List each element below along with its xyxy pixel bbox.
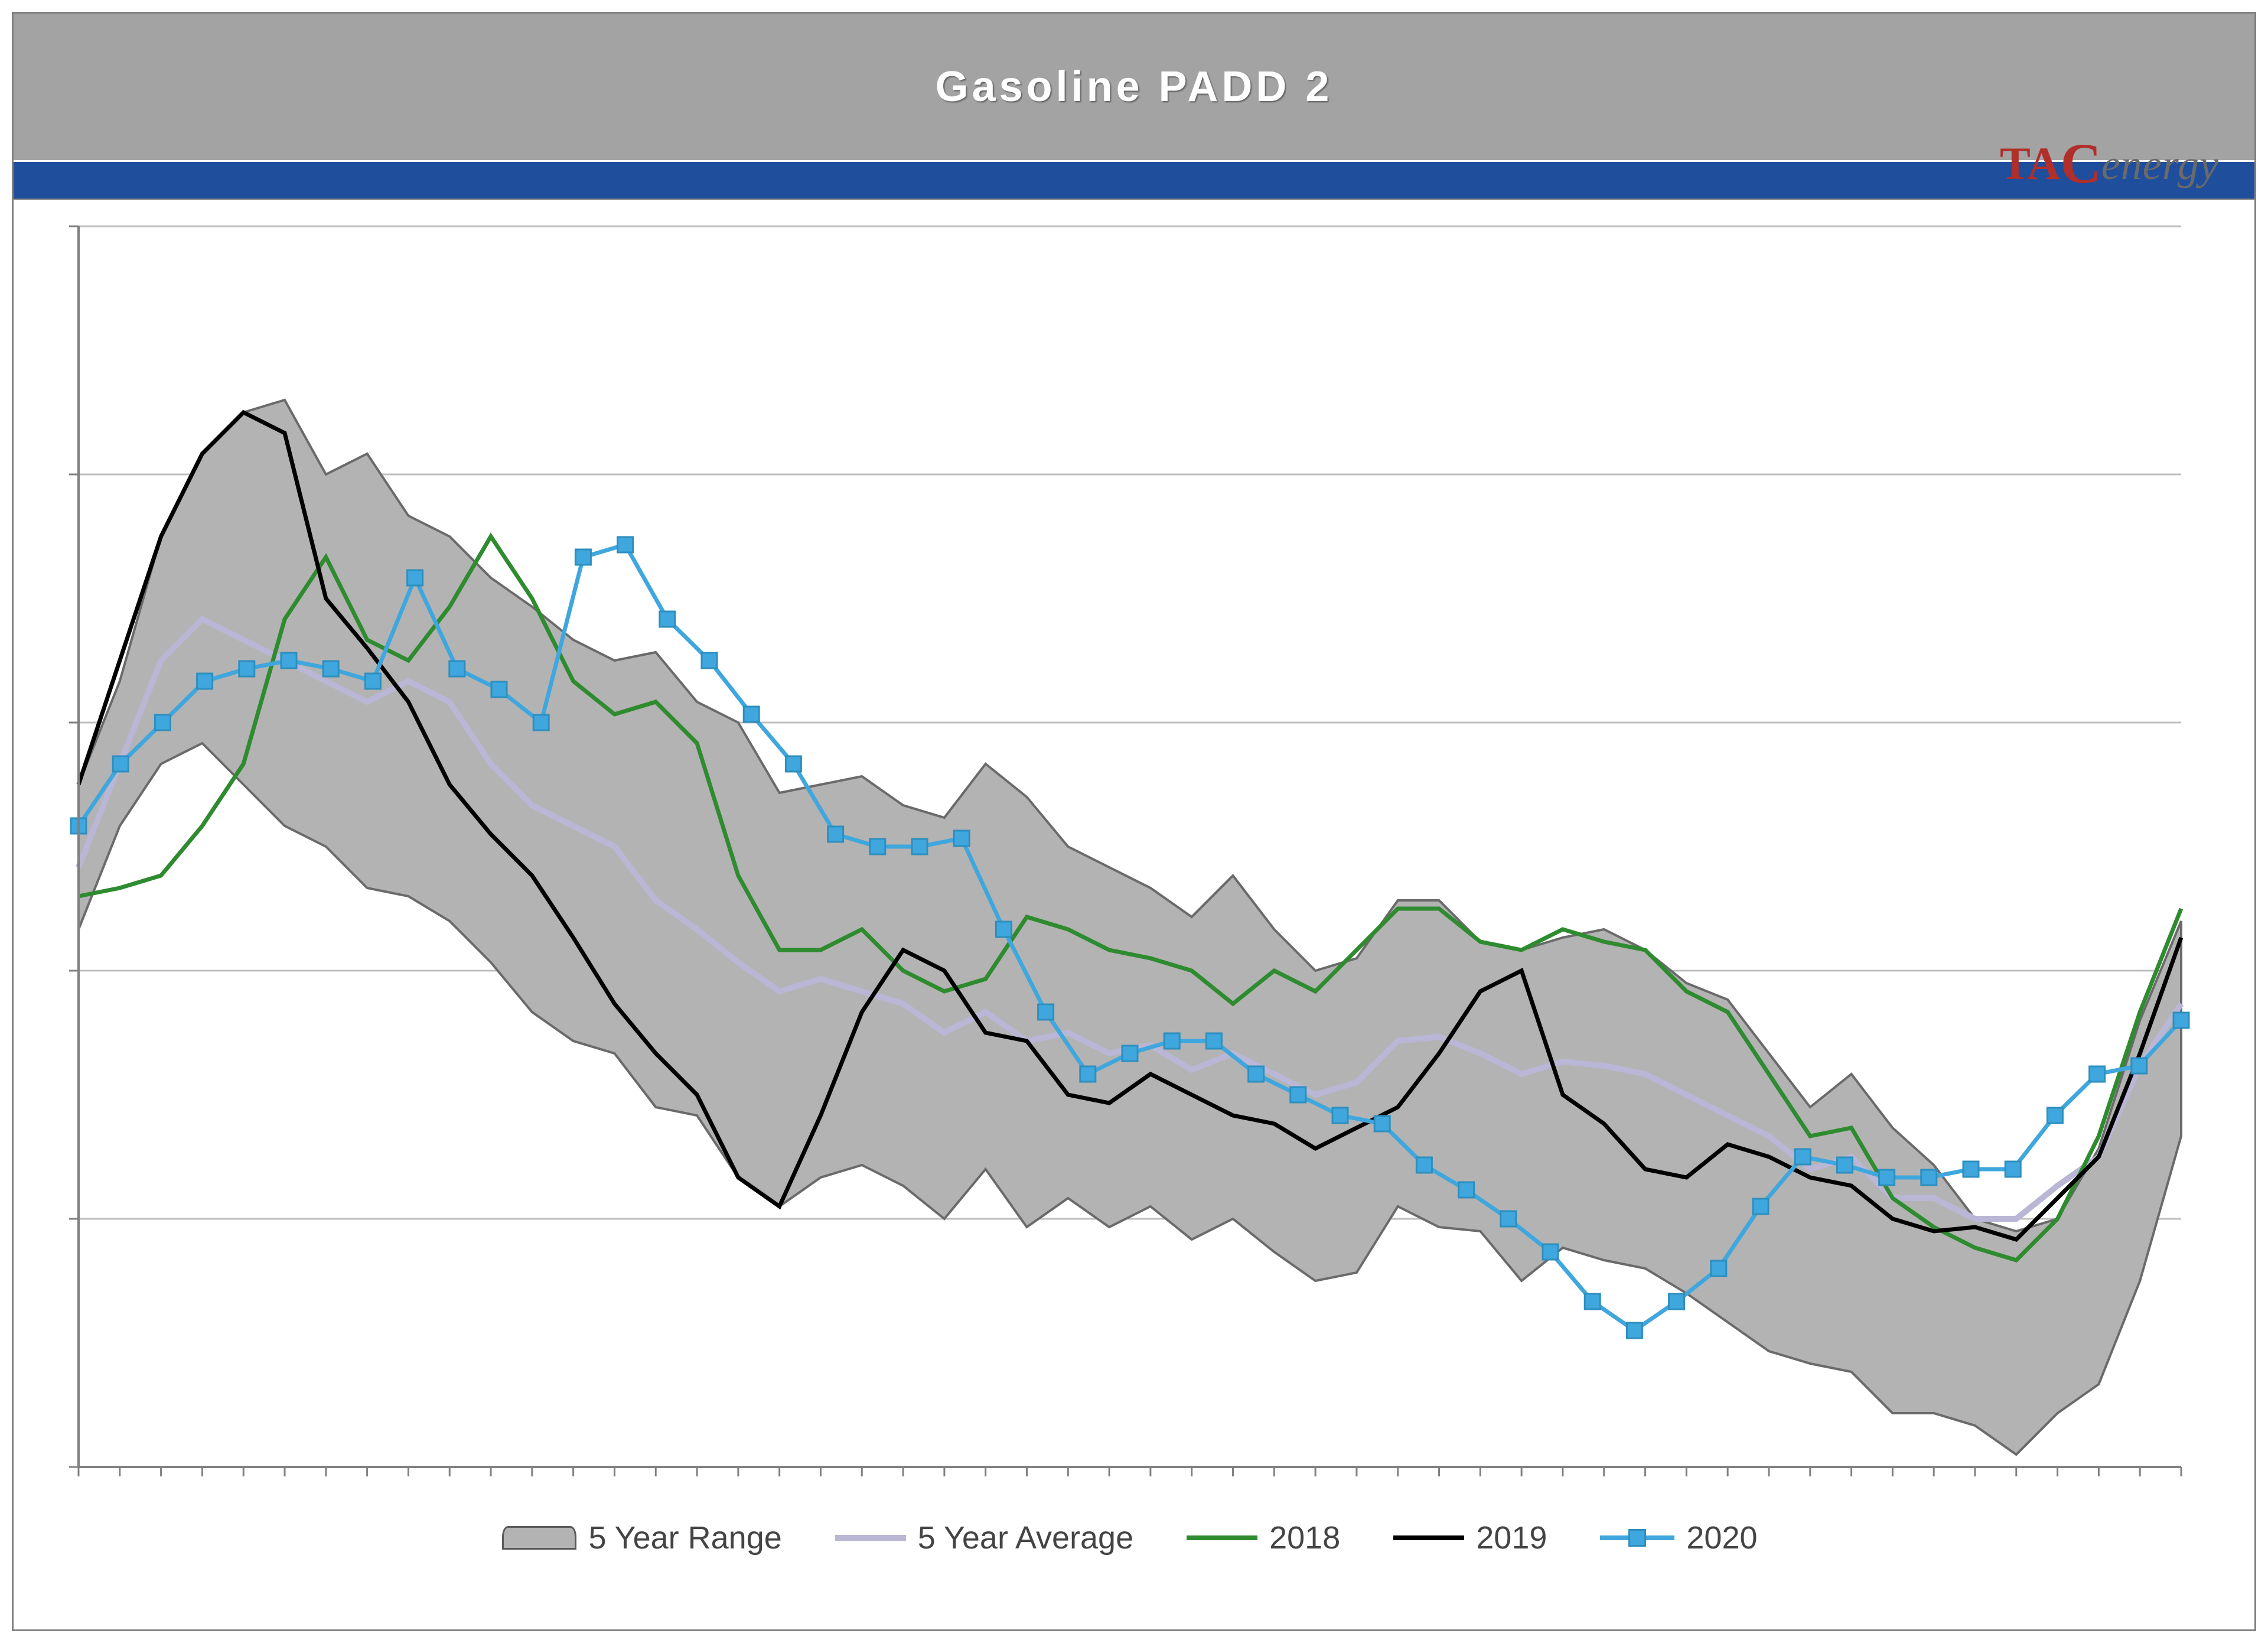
series-2020-marker [1080,1066,1096,1082]
series-2020-marker [533,715,549,730]
chart-plot-area: 5 Year Range 5 Year Average 2018 2019 20… [61,220,2199,1573]
series-2020-marker [323,661,338,676]
legend-item-range: 5 Year Range [502,1520,781,1556]
legend-swatch-2018 [1187,1535,1257,1540]
legend-swatch-avg [835,1535,906,1541]
series-2020-marker [281,653,296,668]
tac-energy-logo: TACenergy [2000,132,2219,188]
legend-label-range: 5 Year Range [588,1520,781,1556]
series-2020-marker [1164,1033,1179,1049]
legend-label-2019: 2019 [1476,1520,1547,1556]
chart-svg [61,220,2199,1573]
series-2020-marker [491,682,507,697]
range-band [79,400,2181,1455]
series-2020-marker [239,661,255,676]
series-2020-marker [1416,1157,1432,1173]
series-2020-marker [660,611,675,627]
series-2020-marker [2132,1058,2147,1073]
legend-label-2020: 2020 [1686,1520,1757,1556]
series-2020-marker [786,756,801,772]
chart-title: Gasoline PADD 2 [936,63,1333,111]
series-2020-marker [1543,1244,1558,1260]
series-2020-marker [996,922,1011,937]
legend-item-avg: 5 Year Average [835,1520,1133,1556]
series-2020-marker [155,715,170,730]
series-2020-marker [113,756,128,772]
series-2020-marker [912,839,927,854]
series-2020-marker [1249,1066,1264,1082]
series-2020-marker [1711,1261,1726,1276]
legend-item-2018: 2018 [1187,1520,1340,1556]
series-2020-marker [1627,1323,1642,1338]
series-2020-marker [1963,1162,1979,1177]
legend-item-2019: 2019 [1393,1520,1547,1556]
series-2020-marker [1501,1211,1516,1226]
legend-swatch-2019 [1393,1535,1464,1540]
chart-title-bar: Gasoline PADD 2 [14,14,2254,160]
series-2020-marker [1038,1004,1054,1020]
series-2020-marker [702,653,717,668]
series-2020-marker [1291,1087,1306,1102]
series-2020-marker [1753,1199,1768,1214]
series-2020-marker [870,839,885,854]
legend-swatch-2020 [1600,1529,1674,1547]
series-2020-marker [618,537,633,552]
legend-label-2018: 2018 [1269,1520,1340,1556]
series-2020-marker [2047,1108,2062,1123]
series-2020-marker [2090,1066,2105,1082]
series-2020-marker [1459,1182,1474,1198]
series-2020-marker [744,707,759,722]
legend-label-avg: 5 Year Average [918,1520,1133,1556]
legend-swatch-range [502,1526,576,1550]
series-2020-marker [1879,1170,1895,1185]
chart-legend: 5 Year Range 5 Year Average 2018 2019 20… [61,1502,2199,1573]
series-2020-marker [1837,1157,1852,1173]
series-2020-marker [1206,1033,1221,1049]
legend-item-2020: 2020 [1600,1520,1757,1556]
series-2020-marker [1795,1149,1810,1164]
series-2020-marker [365,674,380,689]
series-2020-marker [828,827,843,842]
series-2020-marker [1921,1170,1937,1185]
series-2020-marker [1332,1108,1348,1123]
series-2020-marker [1669,1294,1684,1309]
series-2020-marker [2174,1013,2189,1028]
series-2020-marker [1374,1116,1390,1131]
series-2020-marker [449,661,465,676]
series-2020-marker [2005,1162,2021,1177]
series-2020-marker [1122,1046,1138,1061]
series-2020-marker [197,674,213,689]
accent-strip [14,160,2254,200]
series-2020-marker [575,549,591,565]
series-2020-marker [954,831,969,846]
series-2020-marker [1585,1294,1600,1309]
series-2020-marker [408,570,423,585]
